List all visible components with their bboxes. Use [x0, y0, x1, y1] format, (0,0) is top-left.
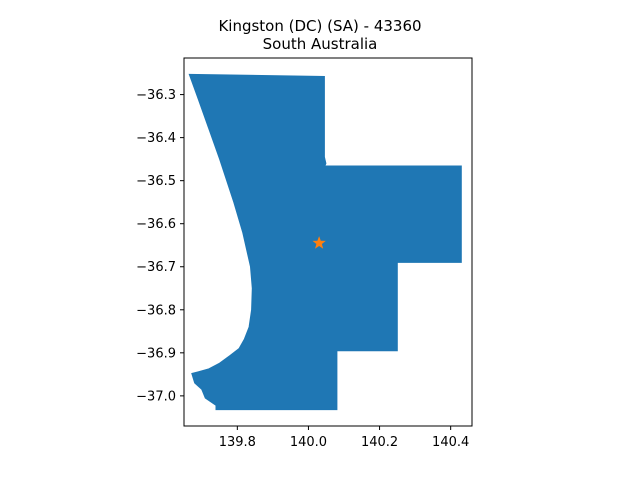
- y-tick-label: −37.0: [136, 389, 176, 404]
- y-axis-ticks: −36.3 −36.4 −36.5 −36.6 −36.7 −36.8 −36.9 −37.0: [136, 88, 184, 404]
- y-tick-label: −36.6: [136, 217, 176, 232]
- y-tick-label: −36.8: [136, 303, 176, 318]
- y-tick-label: −36.4: [136, 131, 176, 146]
- y-tick-label: −36.5: [136, 174, 176, 189]
- y-tick-label: −36.9: [136, 346, 176, 361]
- centroid-star-icon: [312, 236, 326, 249]
- x-tick-label: 140.2: [361, 435, 398, 450]
- x-tick-label: 139.8: [219, 435, 256, 450]
- x-tick-label: 140.0: [290, 435, 327, 450]
- y-tick-label: −36.3: [136, 88, 176, 103]
- map-subtitle: South Australia: [262, 35, 378, 53]
- x-tick-label: 140.4: [432, 435, 469, 450]
- map-title: Kingston (DC) (SA) - 43360: [218, 17, 422, 35]
- region-polygon: [188, 73, 462, 411]
- plot-layer: [188, 73, 462, 411]
- axes-frame: [183, 57, 473, 427]
- y-tick-label: −36.7: [136, 260, 176, 275]
- x-axis-ticks: 139.8 140.0 140.2 140.4: [219, 426, 469, 450]
